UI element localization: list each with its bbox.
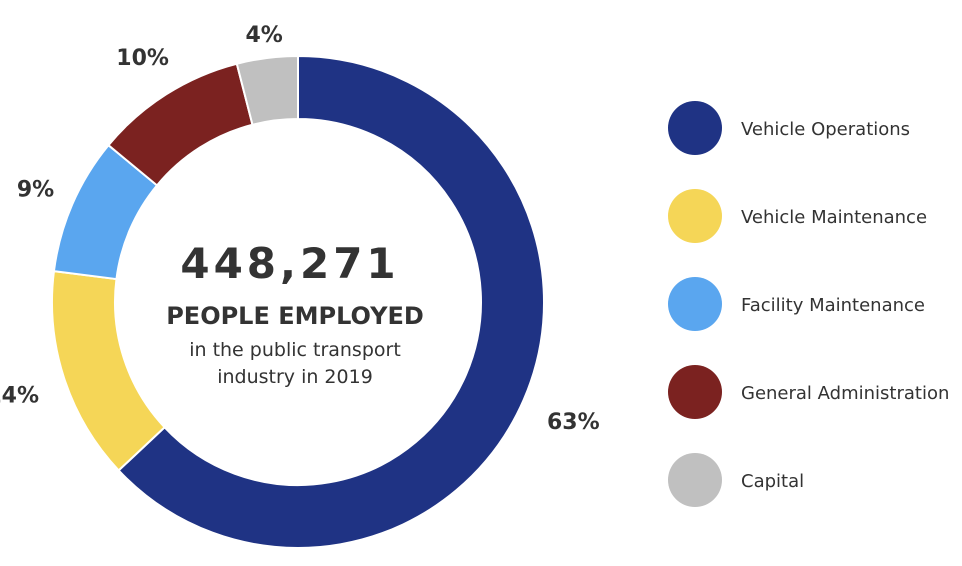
legend-item-vehicle-operations: Vehicle Operations (668, 101, 910, 155)
legend-marker-general-administration (668, 365, 722, 419)
legend-label-facility-maintenance: Facility Maintenance (741, 295, 925, 316)
slice-capital (235, 54, 299, 126)
donut-slices (51, 54, 545, 549)
slice-labels: 63% 14% 9% 10% 4% (0, 23, 600, 435)
center-total: 448,271 (180, 239, 399, 288)
center-line-1: in the public transport (189, 339, 401, 361)
center-summary: 448,271 PEOPLE EMPLOYED in the public tr… (166, 239, 424, 388)
legend-marker-capital (668, 453, 722, 507)
legend-item-capital: Capital (668, 453, 804, 507)
legend-item-general-administration: General Administration (668, 365, 949, 419)
legend-marker-vehicle-maintenance (668, 189, 722, 243)
center-line-2: industry in 2019 (217, 366, 373, 388)
legend-marker-vehicle-operations (668, 101, 722, 155)
slice-label-general-administration: 10% (116, 46, 169, 71)
slice-vehicle-maintenance (51, 270, 167, 472)
legend: Vehicle Operations Vehicle Maintenance Fac… (668, 101, 949, 507)
legend-marker-facility-maintenance (668, 277, 722, 331)
slice-label-capital: 4% (245, 23, 282, 48)
center-headline: PEOPLE EMPLOYED (166, 302, 424, 330)
legend-label-general-administration: General Administration (741, 383, 949, 404)
legend-item-facility-maintenance: Facility Maintenance (668, 277, 925, 331)
slice-label-facility-maintenance: 9% (17, 177, 54, 202)
legend-label-vehicle-maintenance: Vehicle Maintenance (741, 207, 927, 228)
legend-item-vehicle-maintenance: Vehicle Maintenance (668, 189, 927, 243)
legend-label-capital: Capital (741, 471, 804, 492)
legend-label-vehicle-operations: Vehicle Operations (741, 119, 910, 140)
slice-vehicle-operations (117, 54, 545, 549)
slice-label-vehicle-maintenance: 14% (0, 384, 39, 409)
slice-label-vehicle-operations: 63% (547, 410, 600, 435)
